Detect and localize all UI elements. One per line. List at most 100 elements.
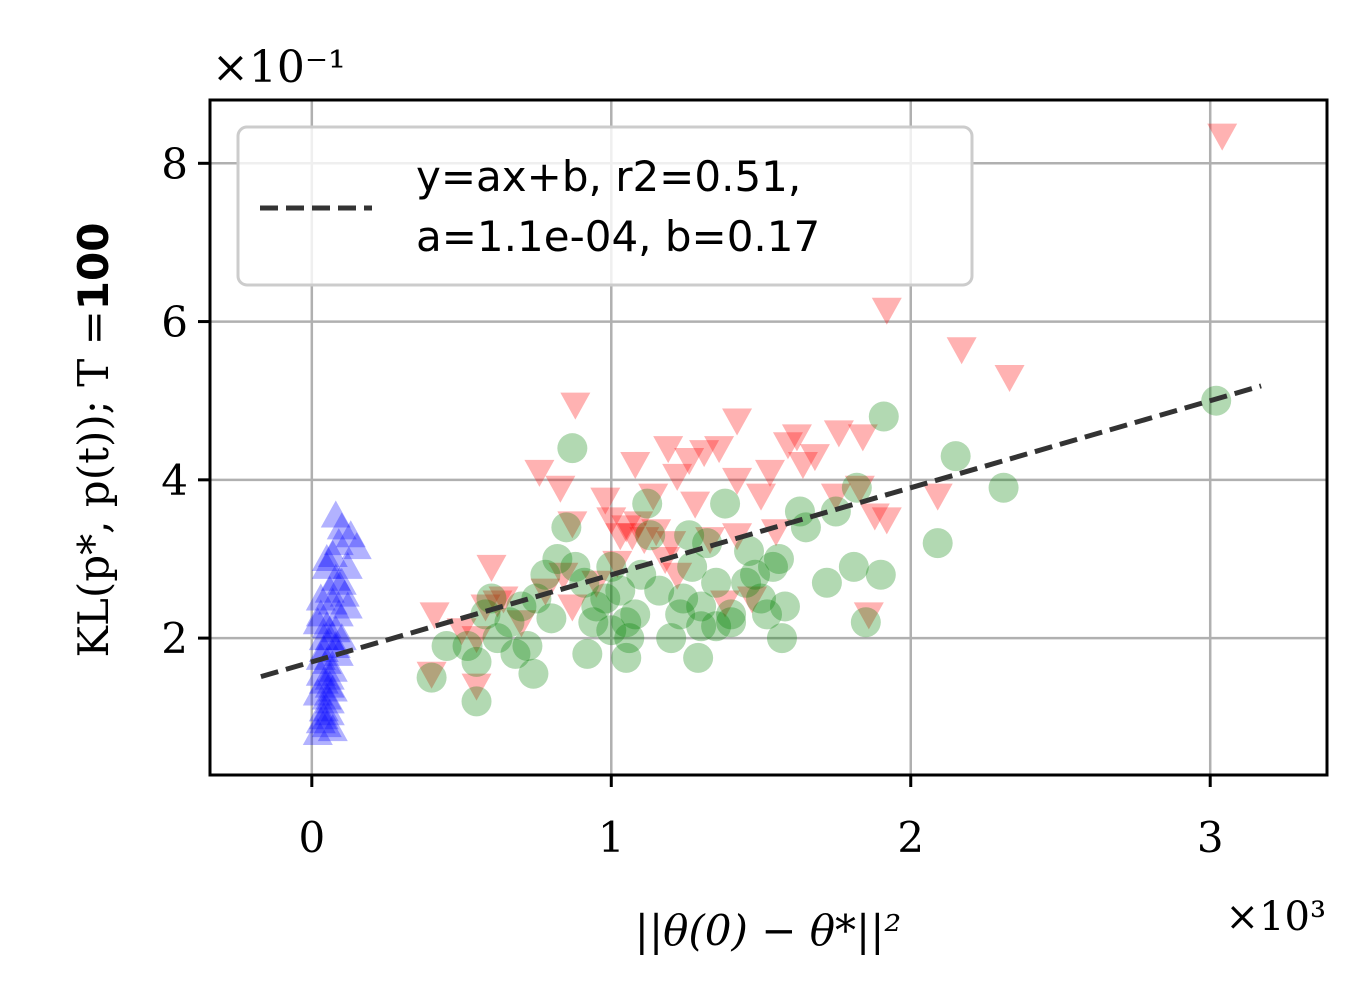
y-tick-label-1: 4: [161, 456, 188, 505]
circle-point-43: [482, 623, 513, 654]
circle-point-54: [716, 607, 747, 638]
triangle-up-point-42: [311, 543, 342, 571]
triangle-down-point-34: [611, 515, 642, 543]
circle-point-22: [716, 599, 747, 630]
triangle-down-point-37: [629, 527, 660, 555]
circle-point-56: [850, 607, 881, 638]
circle-point-16: [865, 559, 896, 590]
triangle-down-point-3: [994, 364, 1025, 392]
fit-line: [260, 383, 1262, 680]
triangle-down-point-0: [1207, 123, 1238, 151]
ticks: 0 1 2 3 2 4 6 8: [161, 139, 1223, 862]
circle-point-37: [542, 543, 573, 574]
triangle-up-point-37: [314, 698, 345, 726]
triangle-up-point-31: [329, 579, 360, 607]
triangle-down-point-38: [641, 519, 672, 547]
triangle-down-point-30: [922, 483, 953, 511]
triangle-down-point-44: [548, 562, 579, 590]
triangle-down-point-4: [560, 392, 591, 420]
circle-point-68: [518, 658, 549, 689]
triangle-down-point-25: [746, 483, 777, 511]
triangle-down-point-54: [710, 590, 741, 618]
circle-point-40: [512, 631, 543, 662]
circle-point-5: [841, 472, 872, 503]
triangle-up-point-8: [314, 623, 345, 651]
triangle-down-point-46: [470, 594, 501, 622]
triangle-down-point-55: [737, 586, 768, 614]
circle-point-38: [530, 559, 561, 590]
triangle-down-point-20: [787, 452, 818, 480]
circle-point-59: [731, 567, 762, 598]
circle-point-70: [763, 543, 794, 574]
triangle-down-point-12: [689, 440, 720, 468]
y-axis-label: KL(p*, p(t)); T =100: [69, 223, 118, 658]
circle-point-62: [596, 615, 627, 646]
triangle-up-point-1: [305, 706, 336, 734]
triangle-up-point-12: [314, 575, 345, 603]
triangle-up-point-25: [302, 678, 333, 706]
circle-point-30: [605, 575, 636, 606]
circle-point-55: [766, 623, 797, 654]
circle-point-26: [626, 559, 657, 590]
triangle-down-point-62: [482, 590, 513, 618]
triangle-up-point-11: [317, 587, 348, 615]
circle-point-49: [431, 631, 462, 662]
circle-point-64: [686, 611, 717, 642]
triangle-down-point-5: [722, 408, 753, 436]
triangle-up-point-17: [326, 512, 357, 540]
circle-point-57: [656, 623, 687, 654]
circle-point-52: [611, 642, 642, 673]
triangle-up-point-3: [311, 682, 342, 710]
triangle-up-point-6: [311, 646, 342, 674]
triangle-down-point-23: [638, 483, 669, 511]
triangle-up-point-28: [308, 623, 339, 651]
triangle-down-point-19: [754, 459, 785, 487]
circle-point-14: [734, 536, 765, 567]
triangle-down-point-8: [847, 424, 878, 452]
circle-point-6: [557, 433, 588, 464]
circle-point-1: [868, 401, 899, 432]
circle-point-66: [536, 603, 567, 634]
triangle-down-point-10: [799, 444, 830, 472]
triangle-up-point-15: [317, 540, 348, 568]
triangle-up-point-22: [314, 686, 345, 714]
circle-point-11: [632, 488, 663, 519]
circle-point-7: [784, 496, 815, 527]
triangle-up-point-41: [305, 583, 336, 611]
y-tick-label-3: 8: [161, 139, 188, 188]
triangle-up-point-20: [320, 500, 351, 528]
legend-box: [236, 125, 974, 287]
circle-point-45: [461, 646, 492, 677]
triangle-down-point-49: [446, 618, 477, 646]
triangle-down-point-58: [461, 673, 492, 701]
legend: y=ax+b, r2=0.51, a=1.1e-04, b=0.17: [236, 125, 974, 287]
circle-point-28: [614, 623, 645, 654]
triangle-down-point-35: [617, 523, 648, 551]
triangle-up-point-39: [326, 623, 357, 651]
circle-point-20: [752, 599, 783, 630]
triangle-down-point-26: [820, 483, 851, 511]
triangle-up-point-10: [305, 599, 336, 627]
triangle-down-point-60: [602, 550, 633, 578]
circle-point-42: [494, 607, 525, 638]
circle-point-10: [710, 488, 741, 519]
circle-point-46: [452, 631, 483, 662]
x-axis-label: ||θ(0) − θ*||²: [635, 906, 901, 955]
triangle-down-point-9: [772, 432, 803, 460]
triangle-down-point-22: [590, 487, 621, 515]
triangle-down-point-21: [545, 475, 576, 503]
triangle-up-point-33: [317, 674, 348, 702]
legend-text-line-2: a=1.1e-04, b=0.17: [416, 212, 820, 261]
triangle-down-point-11: [653, 436, 684, 464]
circle-point-12: [674, 520, 705, 551]
circle-point-69: [740, 559, 771, 590]
circle-point-33: [581, 591, 612, 622]
circle-point-34: [569, 567, 600, 598]
circle-point-63: [665, 599, 696, 630]
triangle-up-point-16: [323, 528, 354, 556]
circle-point-15: [757, 551, 788, 582]
circle-point-19: [769, 591, 800, 622]
triangle-down-point-50: [461, 626, 492, 654]
circle-point-67: [500, 638, 531, 669]
